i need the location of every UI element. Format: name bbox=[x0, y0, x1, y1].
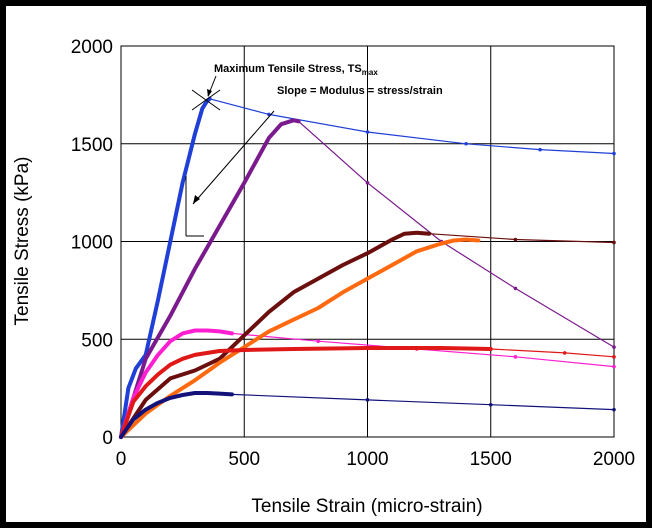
series-point bbox=[296, 119, 301, 124]
series-point bbox=[365, 130, 370, 134]
series-line-7 bbox=[119, 230, 432, 439]
chart-frame: 0 500 1000 1500 2000 0 500 1000 1500 2000 Maximu… bbox=[6, 6, 646, 522]
grid bbox=[121, 46, 614, 437]
series-point bbox=[365, 181, 370, 185]
series-point bbox=[513, 237, 518, 242]
annotations: Maximum Tensile Stress, TSmax Slope = Mo… bbox=[185, 63, 443, 237]
y-tick-label: 500 bbox=[81, 330, 113, 351]
x-tick-label: 2000 bbox=[593, 449, 635, 470]
series-point bbox=[612, 151, 616, 156]
slope-arrowhead bbox=[193, 195, 200, 204]
peak-label: Maximum Tensile Stress, TSmax bbox=[214, 63, 378, 77]
series-point bbox=[488, 347, 493, 351]
series-line-2 bbox=[209, 98, 615, 155]
series-line-10 bbox=[119, 346, 493, 439]
x-tick-label: 1500 bbox=[470, 449, 512, 470]
y-tick-label: 0 bbox=[102, 428, 113, 449]
y-tick-label: 1000 bbox=[71, 233, 113, 254]
series-point bbox=[488, 402, 493, 407]
series-point bbox=[365, 398, 370, 402]
series-point bbox=[612, 355, 616, 359]
series-point bbox=[427, 231, 431, 236]
series-line-12 bbox=[119, 391, 234, 439]
peak-arrowhead bbox=[207, 89, 212, 97]
series-point bbox=[230, 392, 234, 397]
peak-label-sub: max bbox=[362, 68, 379, 77]
series-point bbox=[538, 147, 542, 152]
series-point bbox=[513, 355, 518, 359]
series-point bbox=[612, 345, 616, 349]
y-axis-title: Tensile Stress (kPa) bbox=[12, 157, 33, 326]
x-axis-title: Tensile Strain (micro-strain) bbox=[251, 496, 482, 517]
series-point bbox=[513, 286, 518, 291]
series-group bbox=[119, 96, 616, 439]
series-point bbox=[612, 364, 616, 369]
series-line-3 bbox=[119, 118, 301, 439]
series-point bbox=[316, 339, 321, 344]
series-line-9 bbox=[119, 237, 481, 439]
series-line-1 bbox=[119, 96, 212, 439]
peak-cross-2 bbox=[191, 89, 221, 111]
series-point bbox=[612, 407, 616, 412]
series-point bbox=[464, 141, 468, 146]
series-line-13 bbox=[231, 393, 615, 411]
chart-svg: 0 500 1000 1500 2000 0 500 1000 1500 2000 Maximu… bbox=[12, 37, 635, 517]
x-tick-label: 500 bbox=[228, 449, 260, 470]
series-point bbox=[562, 351, 567, 355]
series-line-5 bbox=[119, 328, 234, 439]
peak-label-main: Maximum Tensile Stress, TS bbox=[214, 63, 362, 75]
x-tick-labels: 0 500 1000 1500 2000 bbox=[116, 449, 635, 470]
y-tick-label: 1500 bbox=[71, 135, 113, 156]
series-point bbox=[612, 240, 616, 245]
y-tick-label: 2000 bbox=[71, 37, 113, 58]
slope-label: Slope = Modulus = stress/strain bbox=[277, 85, 443, 97]
y-tick-labels: 0 500 1000 1500 2000 bbox=[71, 37, 113, 449]
slope-arrow bbox=[192, 110, 275, 205]
x-tick-label: 1000 bbox=[346, 449, 388, 470]
x-tick-label: 0 bbox=[116, 449, 127, 470]
series-point bbox=[230, 331, 234, 336]
